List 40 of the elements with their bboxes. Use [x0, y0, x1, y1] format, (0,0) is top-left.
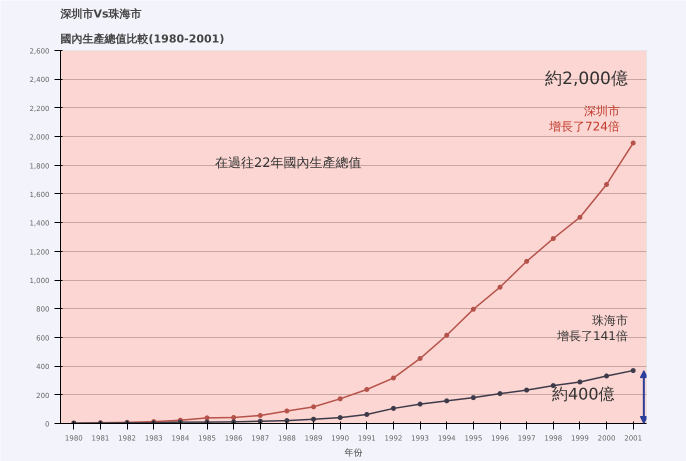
- point: [524, 388, 530, 393]
- point: [444, 332, 450, 338]
- annotation: 約400億: [552, 384, 615, 404]
- point: [630, 140, 636, 146]
- point: [390, 376, 396, 381]
- point: [470, 395, 476, 400]
- annotation: 珠海市: [592, 313, 628, 328]
- point: [258, 412, 263, 418]
- point: [444, 398, 450, 404]
- point: [311, 416, 316, 422]
- point: [311, 404, 316, 410]
- point: [604, 182, 610, 187]
- chart-subtitle: 國內生產總值比較(1980-2001): [60, 32, 224, 46]
- point: [338, 415, 343, 420]
- point: [338, 396, 343, 402]
- point: [284, 418, 290, 424]
- point: [604, 374, 610, 379]
- point: [231, 414, 236, 420]
- point: [577, 380, 582, 385]
- annotation: 約2,000億: [545, 69, 628, 90]
- point: [418, 356, 423, 362]
- x-axis-title: 年份: [344, 448, 362, 458]
- point: [390, 406, 396, 411]
- point: [284, 408, 290, 414]
- annotation: 在過往22年國內生產總值: [214, 156, 362, 172]
- point: [418, 402, 423, 407]
- point: [577, 214, 582, 220]
- point: [364, 387, 370, 392]
- point: [470, 306, 476, 312]
- point: [524, 258, 530, 264]
- point: [498, 284, 502, 290]
- point: [364, 412, 370, 417]
- point: [204, 415, 210, 420]
- point: [630, 368, 636, 374]
- point: [550, 236, 556, 242]
- annotation: 增長了724倍: [548, 120, 620, 134]
- annotation: 深圳市: [584, 104, 620, 118]
- annotation: 增長了141倍: [556, 329, 628, 344]
- chart-title: 深圳市Vs珠海市: [60, 8, 142, 20]
- point: [498, 391, 502, 396]
